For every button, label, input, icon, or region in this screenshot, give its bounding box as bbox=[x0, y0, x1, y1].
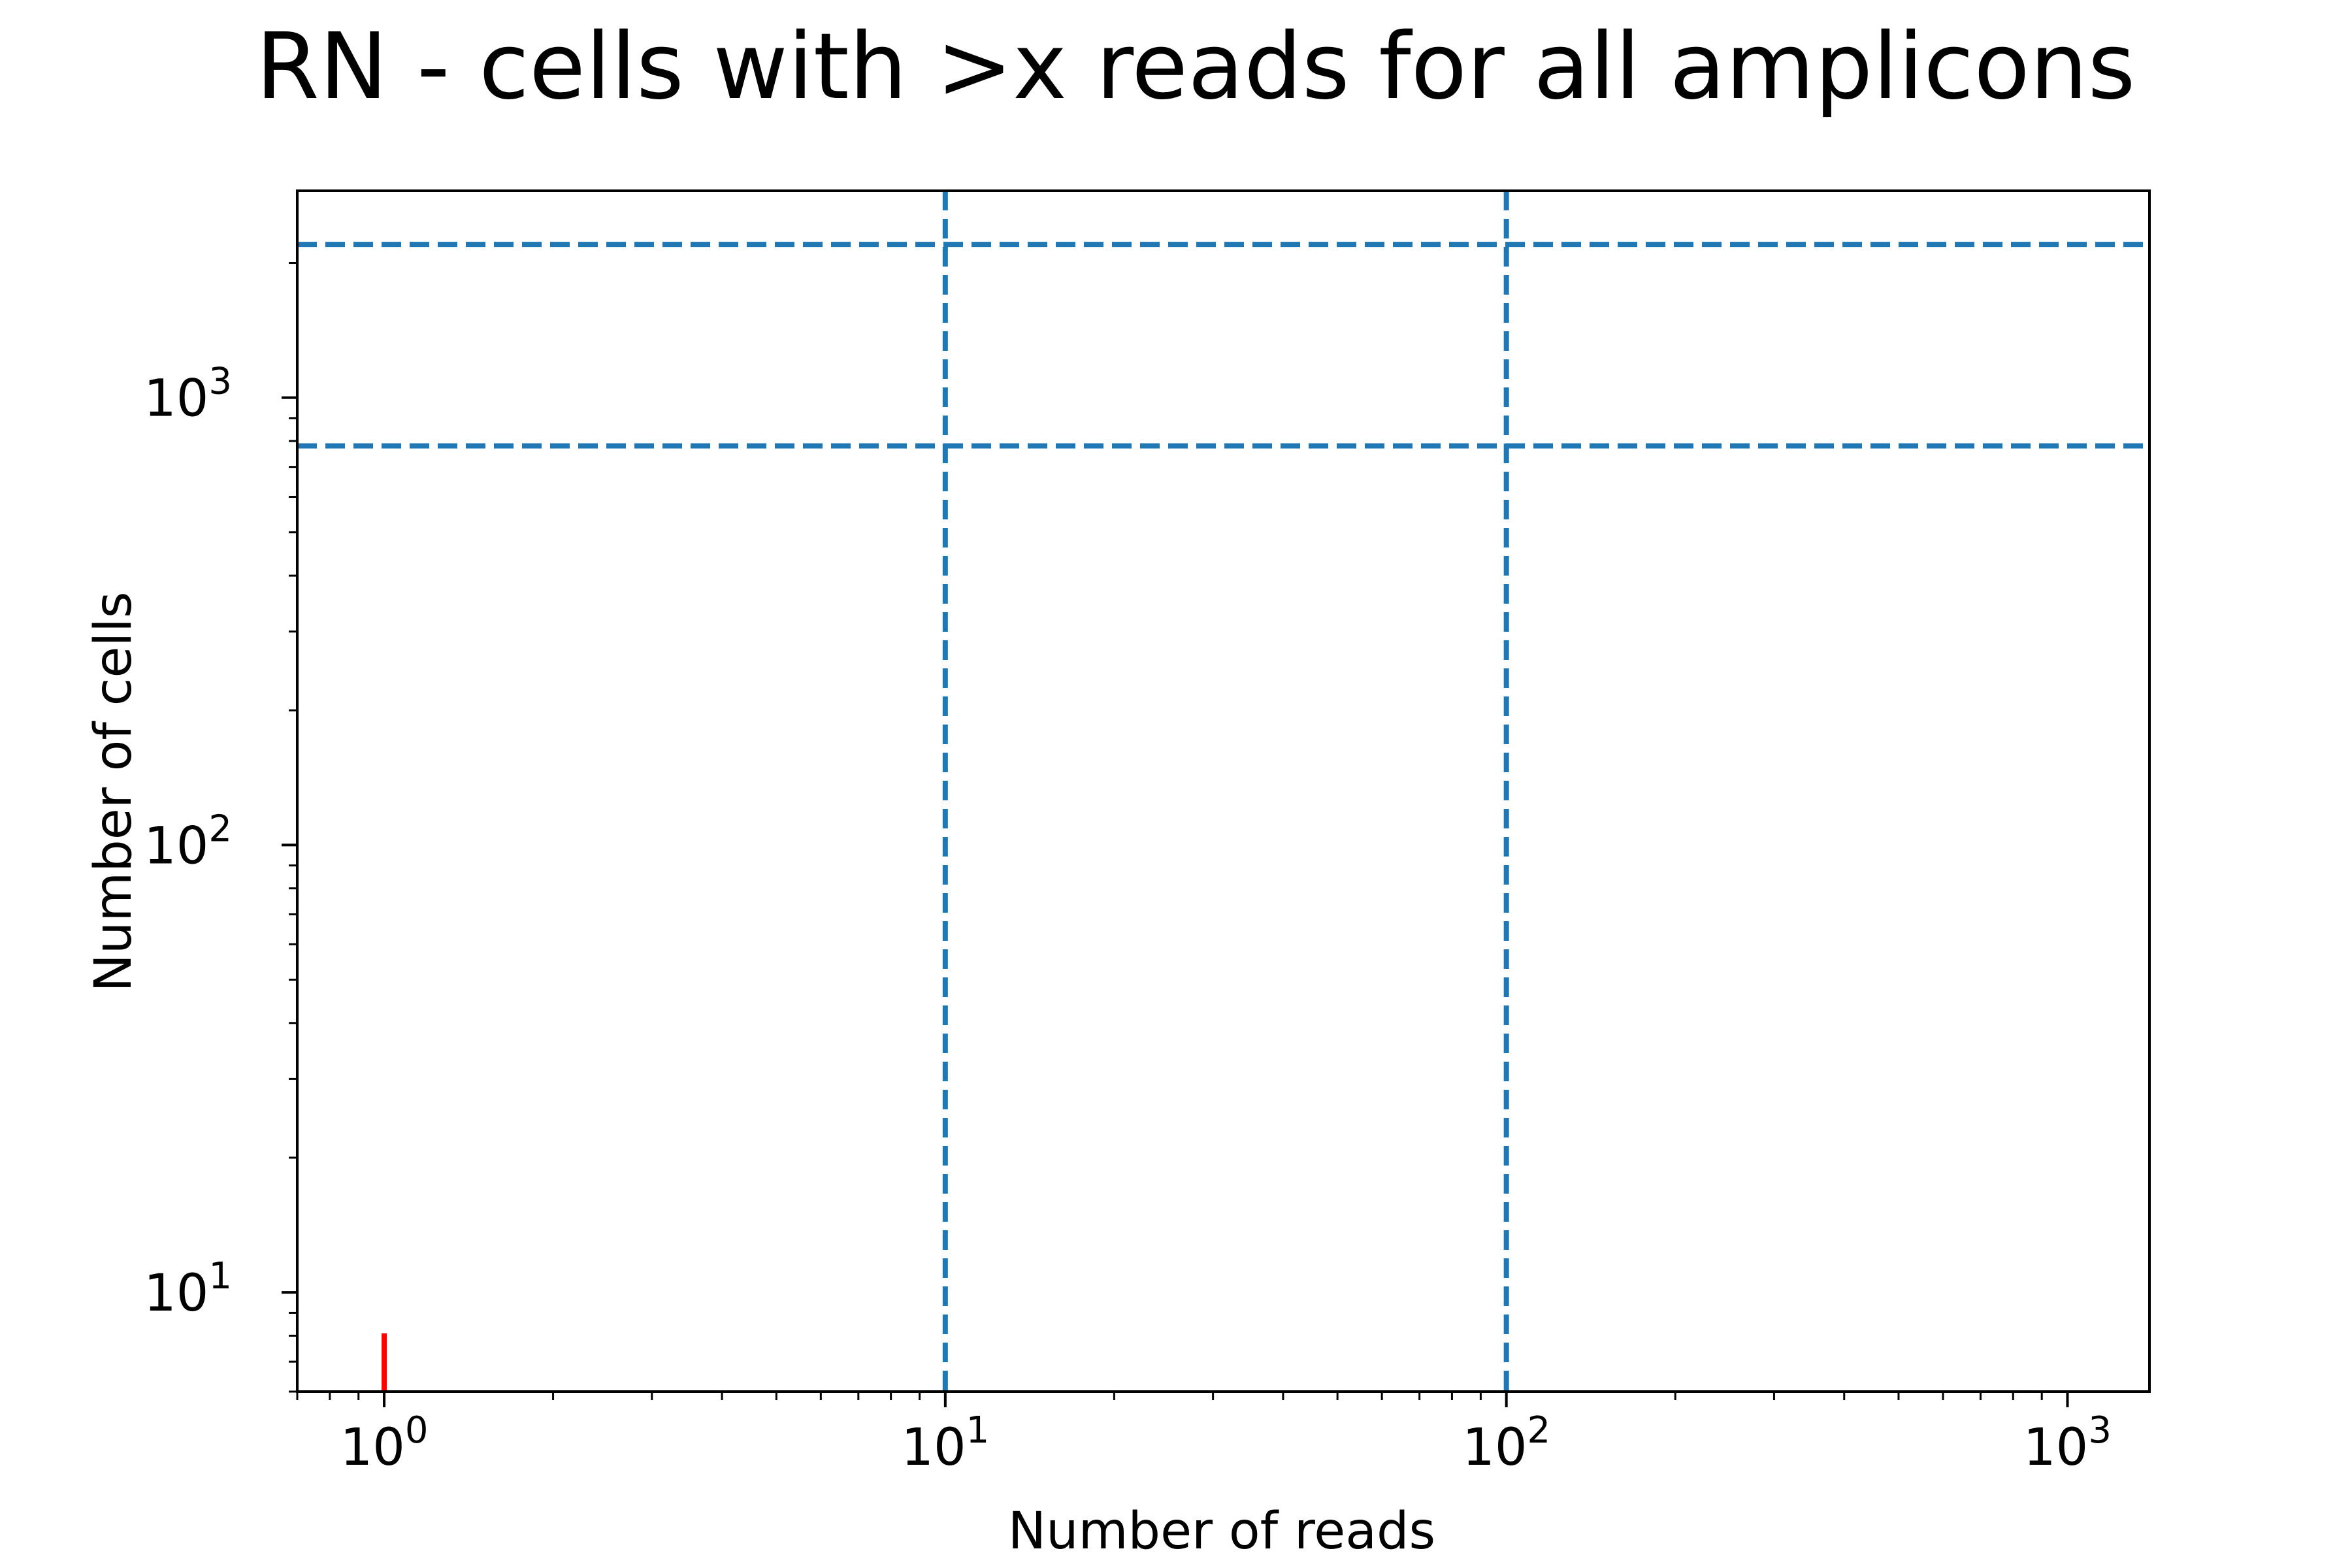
y-tick-label: 103 bbox=[144, 361, 232, 429]
y-tick-label: 101 bbox=[144, 1255, 232, 1323]
chart-title: RN - cells with >x reads for all amplico… bbox=[256, 14, 2136, 120]
y-tick-label: 102 bbox=[144, 808, 232, 875]
x-tick-label: 103 bbox=[2023, 1409, 2112, 1477]
x-tick-label: 100 bbox=[340, 1409, 429, 1477]
x-axis-label: Number of reads bbox=[1008, 1502, 1435, 1561]
reference-lines bbox=[297, 191, 2149, 1392]
x-tick-label: 101 bbox=[901, 1409, 989, 1477]
axis-ticks: 100 101 102 103 101 102 103 bbox=[144, 261, 2112, 1477]
y-axis-label: Number of cells bbox=[84, 592, 143, 992]
plot-frame bbox=[296, 189, 2151, 1393]
x-tick-label: 102 bbox=[1462, 1409, 1550, 1477]
